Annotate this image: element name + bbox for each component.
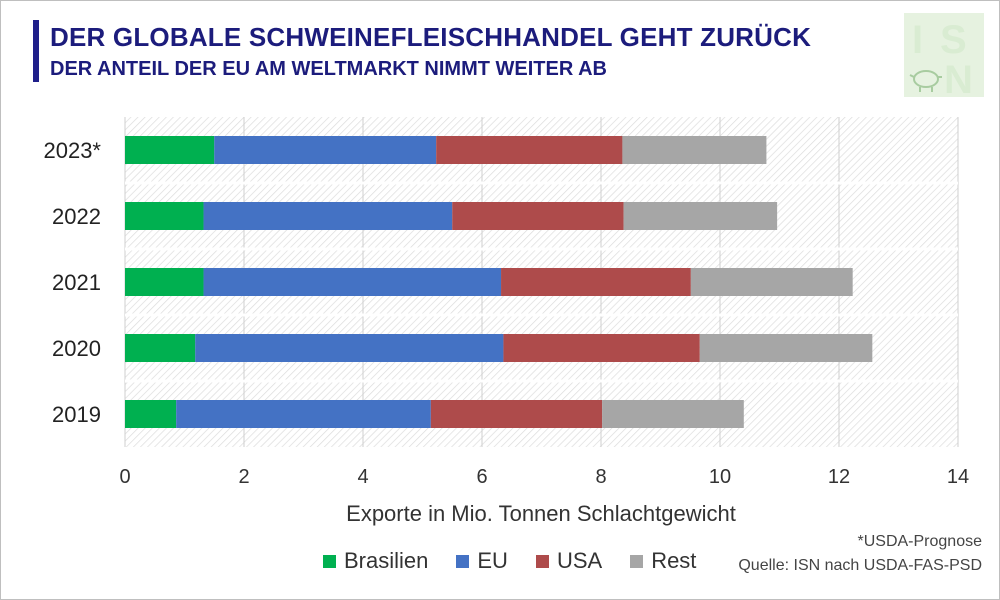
y-tick-label: 2021 — [52, 270, 101, 295]
legend-swatch-eu — [456, 554, 470, 568]
footnote: *USDA-Prognose — [857, 533, 983, 550]
svg-text:I: I — [912, 18, 923, 62]
bar-rest-2022 — [623, 202, 778, 230]
legend-item-eu: EU — [456, 548, 508, 574]
bar-eu-2022 — [203, 202, 453, 230]
bar-brasilien-2019 — [125, 400, 177, 428]
chart-subtitle: DER ANTEIL DER EU AM WELTMARKT NIMMT WEI… — [50, 58, 607, 80]
x-tick-label: 10 — [709, 466, 731, 488]
bar-usa-2020 — [503, 334, 700, 362]
legend-label-rest: Rest — [651, 548, 697, 573]
bar-brasilien-2020 — [125, 334, 196, 362]
x-tick-label: 12 — [828, 466, 850, 488]
y-tick-label: 2019 — [52, 402, 101, 427]
legend-label-eu: EU — [477, 548, 508, 573]
bar-usa-2023 — [436, 136, 623, 164]
legend-swatch-brasilien — [323, 554, 336, 568]
x-tick-label: 6 — [476, 466, 487, 488]
isn-logo: I S N — [904, 13, 984, 97]
bar-usa-2021 — [501, 268, 691, 296]
y-tick-label: 2020 — [52, 336, 101, 361]
y-tick-label: 2022 — [52, 204, 101, 229]
svg-text:S: S — [940, 18, 967, 62]
legend-label-usa: USA — [556, 548, 603, 573]
legend-swatch-rest — [630, 554, 644, 568]
bar-eu-2020 — [195, 334, 504, 362]
bar-eu-2019 — [176, 400, 431, 428]
x-axis-label: Exporte in Mio. Tonnen Schlachtgewicht — [346, 501, 736, 526]
legend-label-brasilien: Brasilien — [344, 548, 429, 573]
bar-brasilien-2021 — [125, 268, 204, 296]
bar-rest-2023 — [622, 136, 767, 164]
chart-title: DER GLOBALE SCHWEINEFLEISCHHANDEL GEHT Z… — [50, 22, 812, 52]
legend-item-usa: USA — [535, 548, 603, 574]
y-tick-label: 2023* — [43, 138, 101, 163]
title-accent-bar — [33, 20, 39, 82]
x-tick-label: 8 — [595, 466, 606, 488]
bar-usa-2019 — [430, 400, 603, 428]
x-tick-label: 4 — [357, 466, 368, 488]
bar-rest-2019 — [602, 400, 744, 428]
bar-rest-2021 — [690, 268, 853, 296]
x-tick-label: 0 — [119, 466, 130, 488]
legend: Brasilien EU USA Rest — [323, 548, 696, 574]
bar-brasilien-2023 — [125, 136, 215, 164]
legend-item-rest: Rest — [630, 548, 696, 574]
bar-usa-2022 — [452, 202, 624, 230]
svg-text:N: N — [944, 58, 973, 97]
bar-eu-2021 — [203, 268, 502, 296]
x-tick-label: 2 — [238, 466, 249, 488]
bar-brasilien-2022 — [125, 202, 204, 230]
source-note: Quelle: ISN nach USDA-FAS-PSD — [738, 557, 982, 574]
bar-eu-2023 — [214, 136, 437, 164]
legend-item-brasilien: Brasilien — [323, 548, 428, 574]
bar-rest-2020 — [699, 334, 873, 362]
pig-icon — [909, 70, 942, 92]
x-tick-label: 14 — [947, 466, 969, 488]
legend-swatch-usa — [535, 554, 549, 568]
